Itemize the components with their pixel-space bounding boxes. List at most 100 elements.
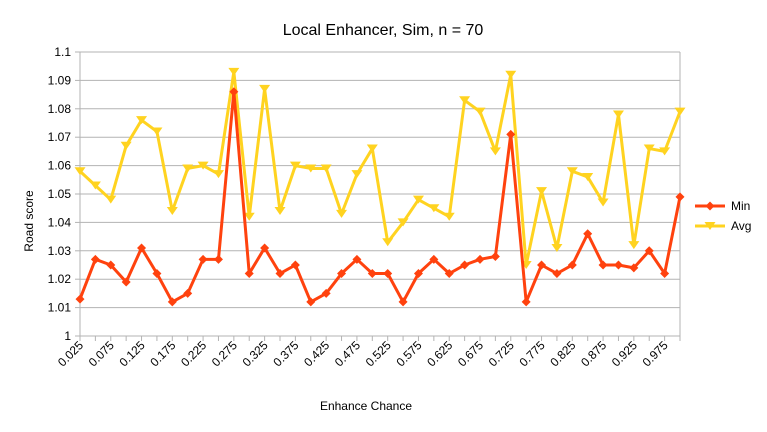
- min-point: [444, 269, 454, 279]
- avg-point: [412, 195, 424, 204]
- avg-point: [428, 204, 440, 213]
- min-point: [383, 269, 393, 279]
- x-tick-label: 0.025: [55, 338, 86, 369]
- avg-point: [582, 172, 594, 181]
- min-point: [121, 277, 131, 287]
- avg-point: [105, 195, 117, 204]
- x-tick-label: 0.575: [393, 338, 424, 369]
- min-point: [506, 129, 516, 139]
- y-tick-label: 1.1: [54, 45, 71, 59]
- x-tick-label: 0.825: [547, 338, 578, 369]
- avg-point: [74, 167, 86, 176]
- min-point: [475, 254, 485, 264]
- series-min: [75, 87, 685, 307]
- y-tick-label: 1.07: [48, 130, 72, 144]
- avg-point: [628, 241, 640, 250]
- min-point: [537, 260, 547, 270]
- min-point: [413, 269, 423, 279]
- x-tick-label: 0.275: [209, 338, 240, 369]
- min-point: [367, 269, 377, 279]
- y-tick-label: 1.06: [48, 159, 72, 173]
- min-point: [705, 201, 715, 211]
- avg-point: [166, 207, 178, 216]
- min-point: [598, 260, 608, 270]
- legend-item-min: Min: [695, 199, 750, 213]
- avg-point: [89, 181, 101, 190]
- avg-point: [489, 147, 501, 156]
- y-tick-label: 1.05: [48, 187, 72, 201]
- min-point: [352, 254, 362, 264]
- x-tick-label: 0.125: [117, 338, 148, 369]
- min-point: [629, 263, 639, 273]
- legend-item-avg: Avg: [695, 219, 751, 233]
- min-point: [490, 251, 500, 261]
- x-tick-label: 0.525: [363, 338, 394, 369]
- legend: Min Avg: [695, 199, 751, 233]
- avg-point: [212, 170, 224, 179]
- avg-point: [366, 144, 378, 153]
- y-tick-label: 1.09: [48, 73, 72, 87]
- x-tick-label: 0.625: [424, 338, 455, 369]
- y-axis-ticks: 1 1.01 1.02 1.03 1.04 1.05 1.06 1.07 1.08 1.09 1.1: [48, 45, 72, 343]
- x-tick-label: 0.875: [578, 338, 609, 369]
- avg-point: [474, 107, 486, 116]
- y-tick-label: 1: [64, 329, 71, 343]
- avg-point: [505, 70, 517, 79]
- series-avg: [74, 67, 686, 269]
- avg-point: [120, 141, 132, 150]
- series-line-avg: [78, 70, 682, 267]
- x-tick-label: 0.425: [301, 338, 332, 369]
- x-axis-label: Enhance Chance: [320, 399, 412, 413]
- x-tick-label: 0.675: [455, 338, 486, 369]
- min-point: [137, 243, 147, 253]
- min-point: [244, 269, 254, 279]
- x-tick-label: 0.775: [517, 338, 548, 369]
- min-point: [460, 260, 470, 270]
- avg-point: [197, 161, 209, 170]
- y-axis-label: Road score: [22, 190, 36, 252]
- min-point: [106, 260, 116, 270]
- avg-point: [136, 116, 148, 125]
- avg-point: [704, 222, 716, 230]
- min-point: [229, 87, 239, 97]
- avg-point: [397, 218, 409, 227]
- min-point: [183, 288, 193, 298]
- y-tick-label: 1.04: [48, 215, 72, 229]
- avg-point: [459, 96, 471, 105]
- min-point: [198, 254, 208, 264]
- avg-point: [243, 212, 255, 221]
- avg-point: [382, 238, 394, 247]
- avg-point: [612, 110, 624, 119]
- x-tick-label: 0.225: [178, 338, 209, 369]
- min-point: [660, 269, 670, 279]
- series-group: [74, 67, 686, 307]
- avg-point: [305, 164, 317, 173]
- chart-title: Local Enhancer, Sim, n = 70: [283, 22, 484, 39]
- min-point: [321, 288, 331, 298]
- min-point: [675, 192, 685, 202]
- series-line-min: [78, 90, 682, 304]
- avg-point: [289, 161, 301, 170]
- avg-point: [536, 187, 548, 196]
- min-point: [337, 269, 347, 279]
- min-point: [90, 254, 100, 264]
- avg-point: [643, 144, 655, 153]
- y-tick-label: 1.01: [48, 301, 72, 315]
- avg-point: [336, 209, 348, 218]
- avg-point: [659, 147, 671, 156]
- min-point: [75, 294, 85, 304]
- min-point: [613, 260, 623, 270]
- avg-point: [182, 164, 194, 173]
- min-point: [275, 269, 285, 279]
- legend-label: Avg: [731, 219, 751, 233]
- avg-point: [597, 198, 609, 207]
- min-point: [213, 254, 223, 264]
- min-point: [644, 246, 654, 256]
- avg-point: [259, 84, 271, 93]
- avg-point: [674, 107, 686, 116]
- min-point: [167, 297, 177, 307]
- min-point: [429, 254, 439, 264]
- x-tick-label: 0.075: [86, 338, 117, 369]
- grid-lines: [75, 51, 681, 337]
